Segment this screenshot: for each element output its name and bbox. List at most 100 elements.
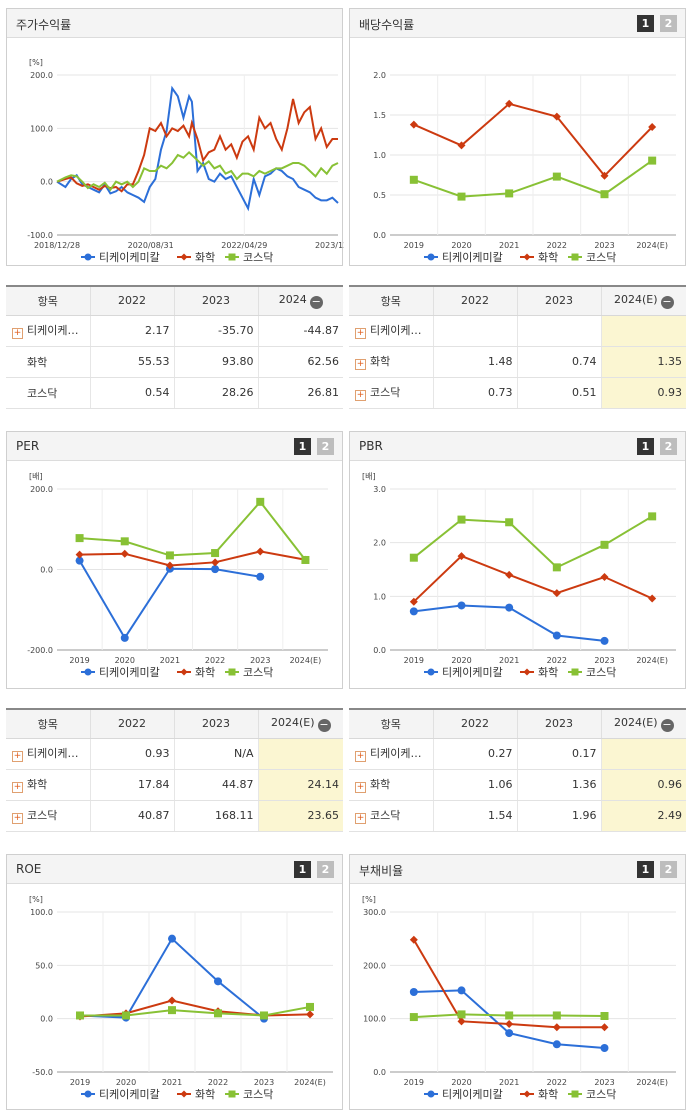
page-2-button[interactable]: 2 [317, 438, 334, 455]
series-line [79, 999, 311, 1018]
collapse-icon[interactable]: − [309, 294, 323, 309]
page-1-button[interactable]: 1 [294, 438, 311, 455]
table-cell: 0.73 [432, 377, 517, 409]
y-tick-label: 0.0 [40, 1015, 53, 1024]
table-cell: N/A [173, 738, 258, 770]
table-row: + 티케이케… 2.17 -35.70 -44.87 [6, 315, 343, 347]
panel-title: 주가수익률 [16, 18, 72, 32]
y-unit-label: [배] [29, 472, 43, 481]
panel-header: PER 1 2 [7, 432, 342, 461]
table-row: + 티케이케… 0.93 N/A [6, 738, 343, 770]
y-tick-label: 0.5 [373, 191, 386, 200]
expand-icon[interactable]: + [355, 328, 366, 339]
data-point [457, 141, 466, 150]
table-header-cell: 2022 [432, 286, 517, 316]
data-point [84, 253, 92, 261]
row-name: + 코스닥 [349, 377, 433, 409]
expand-icon[interactable]: + [12, 813, 23, 824]
collapse-icon[interactable]: − [317, 717, 331, 732]
table-header-cell: 항목 [349, 709, 433, 739]
x-tick-label: 2022/04/29 [221, 241, 267, 250]
table-cell: 40.87 [89, 800, 174, 832]
x-tick-label: 2024(E) [636, 656, 668, 665]
table-cell: 23.65 [257, 800, 343, 832]
data-point [600, 190, 609, 199]
row-name: 화학 [6, 346, 90, 378]
table-cell: 17.84 [89, 769, 174, 801]
page-2-button[interactable]: 2 [660, 861, 677, 878]
chart-debt: 300.0 200.0 100.0 0.0 [%] 2019 2020 2021 2022 202… [362, 895, 676, 1101]
page-1-button[interactable]: 1 [294, 861, 311, 878]
table-cell: 1.96 [516, 800, 601, 832]
table-header-cell: 항목 [6, 286, 90, 316]
data-point [523, 1090, 531, 1098]
page-1-button[interactable]: 1 [637, 438, 654, 455]
data-point [409, 597, 418, 606]
row-name: + 티케이케… [6, 738, 90, 770]
x-tick-label: 2024(E) [294, 1078, 326, 1087]
legend-label: 화학 [538, 1088, 558, 1101]
data-point [457, 1010, 466, 1019]
page-2-button[interactable]: 2 [660, 438, 677, 455]
expand-icon[interactable]: + [355, 813, 366, 824]
panel-per: PER 1 2 200.0 0.0 -200.0 [배] 2019 2020 2021 202… [6, 431, 343, 689]
panel-header: PBR 1 2 [350, 432, 685, 461]
table-cell [516, 315, 601, 347]
panel-pbr: PBR 1 2 3.0 2.0 1.0 0.0 [배] 2019 2020 2021 2022 2… [349, 431, 686, 689]
legend-label: 코스닥 [586, 666, 616, 679]
x-tick-label: 2021 [162, 1078, 182, 1087]
chart-roe: 100.0 50.0 0.0 -50.0 [%] 2019 2020 2021 2022 2023… [29, 895, 333, 1101]
table-cell: 0.93 [89, 738, 174, 770]
panel-debt: 부채비율 1 2 300.0 200.0 100.0 0.0 [%] 2019 2020 20… [349, 854, 686, 1110]
table-cell: 168.11 [173, 800, 258, 832]
table-cell: 2.49 [600, 800, 686, 832]
data-point [523, 253, 531, 261]
expand-icon[interactable]: + [12, 782, 23, 793]
x-tick-label: 2024(E) [636, 1078, 668, 1087]
data-point [409, 607, 418, 616]
legend-label: 화학 [195, 666, 215, 679]
data-point [409, 553, 418, 562]
expand-icon[interactable]: + [12, 751, 23, 762]
expand-icon[interactable]: + [355, 390, 366, 401]
y-tick-label: 50.0 [35, 961, 53, 970]
data-point [505, 1029, 514, 1038]
y-tick-label: 1.5 [373, 111, 386, 120]
table-cell [600, 315, 686, 347]
series-line [413, 102, 653, 178]
expand-icon[interactable]: + [355, 359, 366, 370]
y-tick-label: 0.0 [373, 646, 386, 655]
collapse-icon[interactable]: − [660, 294, 674, 309]
x-tick-label: 2022 [208, 1078, 228, 1087]
table-cell: 28.26 [173, 377, 258, 409]
data-point [256, 572, 265, 581]
page-2-button[interactable]: 2 [317, 861, 334, 878]
table-cell [600, 738, 686, 770]
page-2-button[interactable]: 2 [660, 15, 677, 32]
chart-per: 200.0 0.0 -200.0 [배] 2019 2020 2021 2022 2023 202… [27, 472, 328, 679]
data-point [552, 172, 561, 181]
expand-icon [12, 387, 23, 398]
data-point [505, 603, 514, 612]
data-point [505, 1020, 514, 1028]
legend-label: 티케이케미칼 [99, 666, 160, 679]
row-name: 코스닥 [6, 377, 90, 409]
expand-icon[interactable]: + [355, 751, 366, 762]
data-point [165, 561, 174, 570]
expand-icon[interactable]: + [355, 782, 366, 793]
collapse-icon[interactable]: − [660, 717, 674, 732]
page-1-button[interactable]: 1 [637, 861, 654, 878]
table-cell: 0.74 [516, 346, 601, 378]
table-cell: 1.48 [432, 346, 517, 378]
expand-icon[interactable]: + [12, 328, 23, 339]
page-1-button[interactable]: 1 [637, 15, 654, 32]
legend-label: 티케이케미칼 [442, 1088, 503, 1101]
x-tick-label: 2021 [499, 656, 519, 665]
data-point [552, 1023, 561, 1032]
data-point [120, 633, 129, 642]
chart-pbr: 3.0 2.0 1.0 0.0 [배] 2019 2020 2021 2022 2023 2024(… [362, 472, 676, 679]
table-row: + 코스닥 1.54 1.96 2.49 [349, 800, 686, 832]
table-row: 화학 55.53 93.80 62.56 [6, 346, 343, 378]
y-tick-label: 300.0 [363, 908, 386, 917]
y-tick-label: 100.0 [30, 908, 53, 917]
